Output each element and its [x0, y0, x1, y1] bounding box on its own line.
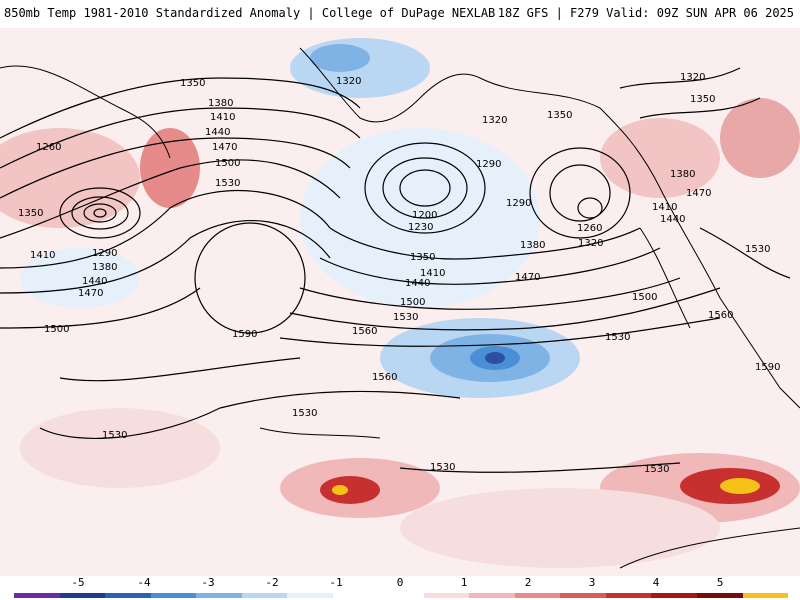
contour-label: 1320: [336, 76, 361, 87]
contour-label: 1560: [352, 326, 377, 337]
colorbar-tick: 3: [588, 576, 596, 589]
map-title: 850mb Temp 1981-2010 Standardized Anomal…: [4, 6, 496, 20]
contour-label: 1470: [686, 188, 711, 199]
colorbar-segment: [423, 593, 470, 598]
contour-label: 1410: [30, 250, 55, 261]
contour-label: 1290: [92, 248, 117, 259]
contour-label: 1440: [82, 276, 107, 287]
contour-label: 1530: [644, 464, 669, 475]
colorbar-segment: [287, 593, 333, 598]
colorbar-segment: [605, 593, 652, 598]
colorbar-tick: 2: [524, 576, 532, 589]
colorbar-segment: [150, 593, 197, 598]
title-bar: 850mb Temp 1981-2010 Standardized Anomal…: [0, 0, 800, 28]
contour-label: 1500: [400, 297, 425, 308]
colorbar-tick: 0: [396, 576, 404, 589]
contour-label: 1260: [36, 142, 61, 153]
contour-label: 1470: [212, 142, 237, 153]
contour-label: 1530: [215, 178, 240, 189]
colorbar-segment: [651, 593, 697, 598]
contour-label: 1500: [215, 158, 240, 169]
colorbar-segment: [14, 593, 60, 598]
contour-label: 1530: [292, 408, 317, 419]
contour-label: 1350: [180, 78, 205, 89]
contour-label: 1440: [405, 278, 430, 289]
contour-label: 1260: [577, 223, 602, 234]
map-canvas: 1350 1380 1410 1440 1470 1500 1530 1260 …: [0, 28, 800, 576]
contour-label: 1350: [410, 252, 435, 263]
colorbar-tick: -5: [71, 576, 85, 589]
weather-map: 1350 1380 1410 1440 1470 1500 1530 1260 …: [0, 28, 800, 576]
contour-label: 1530: [393, 312, 418, 323]
contour-label: 1230: [408, 222, 433, 233]
contour-label: 1500: [632, 292, 657, 303]
contour-label: 1410: [420, 268, 445, 279]
contour-label: 1320: [578, 238, 603, 249]
colorbar-segment: [105, 593, 151, 598]
contour-label: 1200: [412, 210, 437, 221]
contour-label: 1380: [92, 262, 117, 273]
colorbar-strip: [14, 593, 789, 598]
colorbar-segment: [378, 593, 424, 598]
contour-label: 1320: [482, 115, 507, 126]
contour-label: 1380: [520, 240, 545, 251]
contour-label: 1410: [210, 112, 235, 123]
coastlines: [0, 47, 800, 569]
colorbar-segment: [196, 593, 242, 598]
contour-label: 1530: [745, 244, 770, 255]
contour-label: 1530: [430, 462, 455, 473]
colorbar-segment: [742, 593, 789, 598]
model-run-info: 18Z GFS | F279 Valid: 09Z SUN APR 06 202…: [497, 6, 794, 20]
positive-anomaly-shading: [0, 98, 800, 568]
colorbar-segment: [332, 593, 379, 598]
contour-label: 1560: [372, 372, 397, 383]
contour-label: 1470: [78, 288, 103, 299]
contour-label: 1320: [680, 72, 705, 83]
colorbar-segment: [696, 593, 743, 598]
contour-label: 1380: [208, 98, 233, 109]
colorbar-tick: -4: [137, 576, 151, 589]
colorbar-tick: 5: [716, 576, 724, 589]
contour-label: 1380: [670, 169, 695, 180]
contour-label: 1530: [102, 430, 127, 441]
colorbar-tick: 1: [460, 576, 468, 589]
colorbar-tick: -1: [329, 576, 343, 589]
contour-labels: 1350 1380 1410 1440 1470 1500 1530 1260 …: [18, 72, 780, 475]
contour-label: 1410: [652, 202, 677, 213]
colorbar-tick: -3: [201, 576, 215, 589]
contour-label: 1440: [205, 127, 230, 138]
contour-label: 1590: [232, 329, 257, 340]
colorbar: -5 -4 -3 -2 -1 0 1 2 3 4 5: [0, 576, 800, 600]
colorbar-segment: [514, 593, 561, 598]
contour-label: 1530: [605, 332, 630, 343]
colorbar-segment: [560, 593, 606, 598]
contour-label: 1590: [755, 362, 780, 373]
contour-label: 1500: [44, 324, 69, 335]
contour-label: 1560: [708, 310, 733, 321]
contour-label: 1470: [515, 272, 540, 283]
contour-label: 1350: [547, 110, 572, 121]
contour-label: 1440: [660, 214, 685, 225]
contour-label: 1290: [476, 159, 501, 170]
contour-label: 1290: [506, 198, 531, 209]
colorbar-tick: -2: [265, 576, 279, 589]
colorbar-segment: [241, 593, 288, 598]
colorbar-segment: [469, 593, 515, 598]
contour-label: 1350: [18, 208, 43, 219]
colorbar-segment: [59, 593, 106, 598]
height-contours: [0, 67, 791, 473]
contour-label: 1350: [690, 94, 715, 105]
colorbar-tick: 4: [652, 576, 660, 589]
